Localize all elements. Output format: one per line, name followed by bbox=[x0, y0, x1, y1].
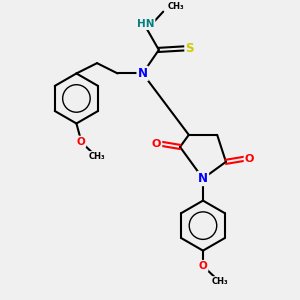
Text: S: S bbox=[185, 42, 194, 55]
Text: O: O bbox=[199, 261, 207, 271]
Text: O: O bbox=[152, 139, 161, 149]
Text: CH₃: CH₃ bbox=[167, 2, 184, 11]
Text: CH₃: CH₃ bbox=[89, 152, 105, 161]
Text: HN: HN bbox=[137, 19, 154, 29]
Text: O: O bbox=[76, 137, 85, 147]
Text: N: N bbox=[198, 172, 208, 185]
Text: CH₃: CH₃ bbox=[212, 277, 228, 286]
Text: N: N bbox=[138, 67, 148, 80]
Text: O: O bbox=[245, 154, 254, 164]
